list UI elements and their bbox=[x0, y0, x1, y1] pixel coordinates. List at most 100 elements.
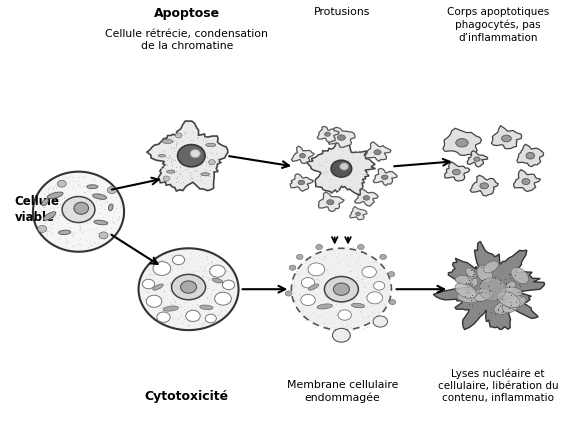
Point bbox=[83, 219, 92, 226]
Point bbox=[516, 283, 525, 290]
Point bbox=[172, 175, 182, 182]
Point bbox=[318, 256, 327, 263]
Point bbox=[176, 263, 185, 270]
Point bbox=[323, 265, 332, 272]
Point bbox=[104, 229, 114, 236]
Point bbox=[171, 130, 180, 137]
Ellipse shape bbox=[480, 183, 488, 189]
Point bbox=[80, 174, 89, 181]
Point bbox=[490, 274, 500, 281]
Point bbox=[196, 177, 206, 184]
Point bbox=[211, 263, 220, 270]
Point bbox=[499, 307, 508, 314]
Point bbox=[151, 300, 160, 307]
Point bbox=[172, 264, 182, 271]
Point bbox=[170, 260, 179, 267]
Ellipse shape bbox=[33, 172, 124, 252]
Point bbox=[100, 227, 110, 234]
Point bbox=[168, 301, 177, 308]
Circle shape bbox=[316, 245, 323, 250]
Polygon shape bbox=[433, 241, 545, 330]
Point bbox=[206, 291, 215, 298]
Point bbox=[160, 302, 170, 308]
Point bbox=[148, 280, 157, 287]
Point bbox=[224, 290, 233, 297]
Point bbox=[106, 200, 115, 207]
Point bbox=[204, 276, 213, 283]
Point bbox=[203, 153, 212, 160]
Polygon shape bbox=[491, 126, 521, 149]
Polygon shape bbox=[513, 170, 541, 191]
Point bbox=[301, 276, 311, 283]
Point bbox=[154, 298, 163, 305]
Point bbox=[303, 263, 312, 270]
Point bbox=[292, 296, 301, 303]
Point bbox=[95, 210, 104, 217]
Ellipse shape bbox=[381, 175, 388, 179]
Point bbox=[216, 288, 225, 295]
Point bbox=[51, 200, 60, 207]
Circle shape bbox=[296, 254, 303, 260]
Point bbox=[167, 169, 176, 176]
Point bbox=[361, 294, 370, 301]
Point bbox=[476, 298, 485, 305]
Point bbox=[75, 225, 85, 232]
Point bbox=[212, 257, 221, 264]
Point bbox=[210, 294, 219, 301]
Point bbox=[167, 143, 176, 150]
Point bbox=[221, 281, 230, 288]
Point bbox=[210, 315, 219, 322]
Point bbox=[160, 165, 170, 172]
Ellipse shape bbox=[108, 204, 113, 211]
Point bbox=[59, 207, 69, 214]
Point bbox=[67, 219, 77, 226]
Point bbox=[99, 189, 108, 196]
Point bbox=[74, 240, 83, 247]
Point bbox=[202, 282, 211, 289]
Point bbox=[342, 252, 351, 259]
Point bbox=[110, 218, 119, 225]
Ellipse shape bbox=[324, 132, 331, 136]
Polygon shape bbox=[467, 151, 488, 167]
Point bbox=[69, 242, 78, 249]
Point bbox=[70, 213, 79, 220]
Point bbox=[484, 287, 493, 294]
Point bbox=[377, 291, 387, 298]
Point bbox=[90, 182, 99, 189]
Point bbox=[298, 304, 307, 311]
Point bbox=[154, 267, 163, 274]
Point bbox=[334, 144, 343, 151]
Point bbox=[72, 195, 81, 202]
Point bbox=[196, 157, 205, 164]
Ellipse shape bbox=[58, 230, 71, 235]
Ellipse shape bbox=[201, 173, 210, 176]
Point bbox=[214, 276, 223, 283]
Ellipse shape bbox=[308, 284, 319, 290]
Point bbox=[370, 257, 379, 264]
Point bbox=[175, 171, 184, 178]
Point bbox=[200, 165, 209, 172]
Point bbox=[198, 280, 207, 286]
Point bbox=[348, 327, 357, 334]
Point bbox=[351, 245, 360, 252]
Point bbox=[70, 196, 79, 203]
Point bbox=[196, 274, 205, 281]
Point bbox=[207, 140, 216, 147]
Point bbox=[333, 187, 342, 194]
Point bbox=[384, 299, 393, 306]
Point bbox=[73, 201, 82, 208]
Point bbox=[191, 140, 200, 147]
Point bbox=[190, 141, 199, 148]
Point bbox=[306, 280, 315, 286]
Point bbox=[53, 195, 62, 202]
Point bbox=[224, 299, 233, 305]
Point bbox=[320, 292, 329, 299]
Point bbox=[192, 156, 202, 163]
Point bbox=[178, 178, 187, 185]
Point bbox=[169, 148, 178, 155]
Point bbox=[75, 236, 84, 243]
Point bbox=[329, 186, 339, 193]
Point bbox=[191, 267, 200, 274]
Point bbox=[328, 171, 337, 178]
Point bbox=[150, 267, 159, 273]
